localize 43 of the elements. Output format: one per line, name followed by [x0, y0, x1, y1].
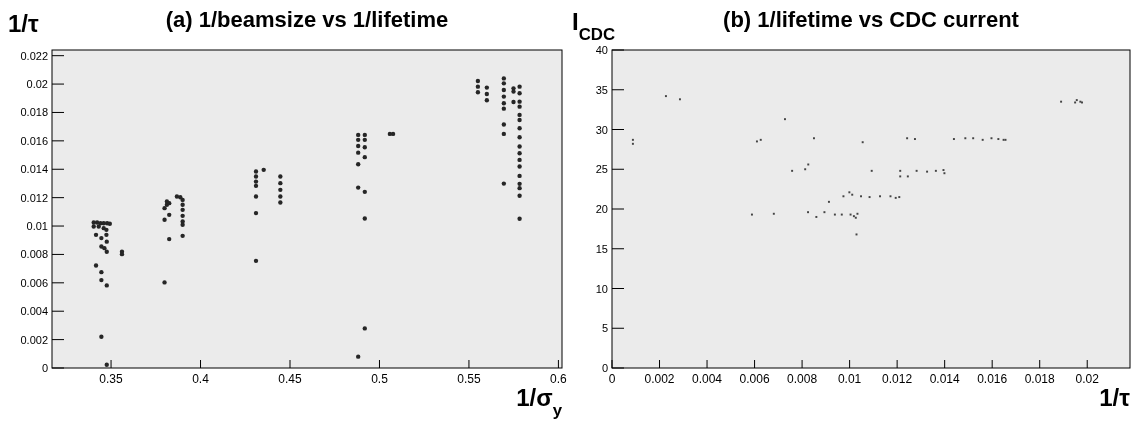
- x-tick-label: 0.008: [787, 372, 818, 386]
- y-tick-label: 0.006: [20, 276, 48, 289]
- y-tick-label: 10: [595, 282, 608, 295]
- x-axis-title: 1/σ$_{y}$: [516, 384, 563, 420]
- x-tick-label: 0.45: [278, 372, 302, 386]
- y-tick-label: 25: [595, 163, 608, 176]
- x-tick-label: 0.002: [644, 372, 675, 386]
- y-tick-label: 0.018: [20, 106, 48, 119]
- x-tick-label: 0.018: [1024, 372, 1056, 386]
- x-tick-label: 0.4: [192, 372, 210, 386]
- x-tick-label: 0.35: [99, 372, 124, 386]
- y-tick-label: 0.01: [26, 220, 48, 233]
- x-tick-label: 0.55: [457, 372, 481, 386]
- x-tick-label: 0.01: [837, 372, 862, 386]
- y-tick-label: 0.008: [20, 248, 48, 261]
- y-tick-label: 0.022: [20, 49, 48, 62]
- y-tick-label: 20: [595, 203, 608, 215]
- y-tick-label: 0.014: [20, 163, 48, 176]
- y-tick-label: 0.002: [20, 333, 48, 346]
- x-tick-label: 0.004: [692, 372, 723, 386]
- y-tick-label: 0: [41, 362, 48, 374]
- y-tick-label: 15: [595, 242, 608, 255]
- x-tick-label: 0.016: [977, 372, 1008, 386]
- y-tick-label: 0.016: [20, 134, 48, 147]
- y-axis-title: I$_{CDC}$: [572, 8, 616, 44]
- y-tick-label: 0: [601, 362, 608, 374]
- x-tick-label: 0.5: [371, 372, 389, 386]
- y-tick-label: 5: [601, 322, 608, 335]
- x-axis-title: 1/τ: [1099, 384, 1131, 411]
- y-tick-label: 40: [595, 44, 608, 56]
- chart-title: (a) 1/beamsize vs 1/lifetime: [165, 7, 449, 32]
- y-tick-label: 0.004: [20, 305, 48, 318]
- x-tick-label: 0.012: [882, 372, 913, 386]
- y-tick-label: 0.012: [20, 191, 48, 204]
- y-tick-label: 0.02: [26, 78, 48, 91]
- y-tick-label: 30: [595, 123, 608, 136]
- x-tick-label: 0.014: [929, 372, 960, 386]
- x-tick-label: 0.6: [550, 372, 568, 386]
- y-axis-title: 1/τ: [8, 10, 40, 37]
- chart-title: (b) 1/lifetime vs CDC current: [723, 7, 1020, 32]
- x-tick-label: 0.006: [739, 372, 770, 386]
- x-tick-label: 0.02: [1075, 372, 1100, 386]
- y-tick-label: 35: [595, 83, 608, 96]
